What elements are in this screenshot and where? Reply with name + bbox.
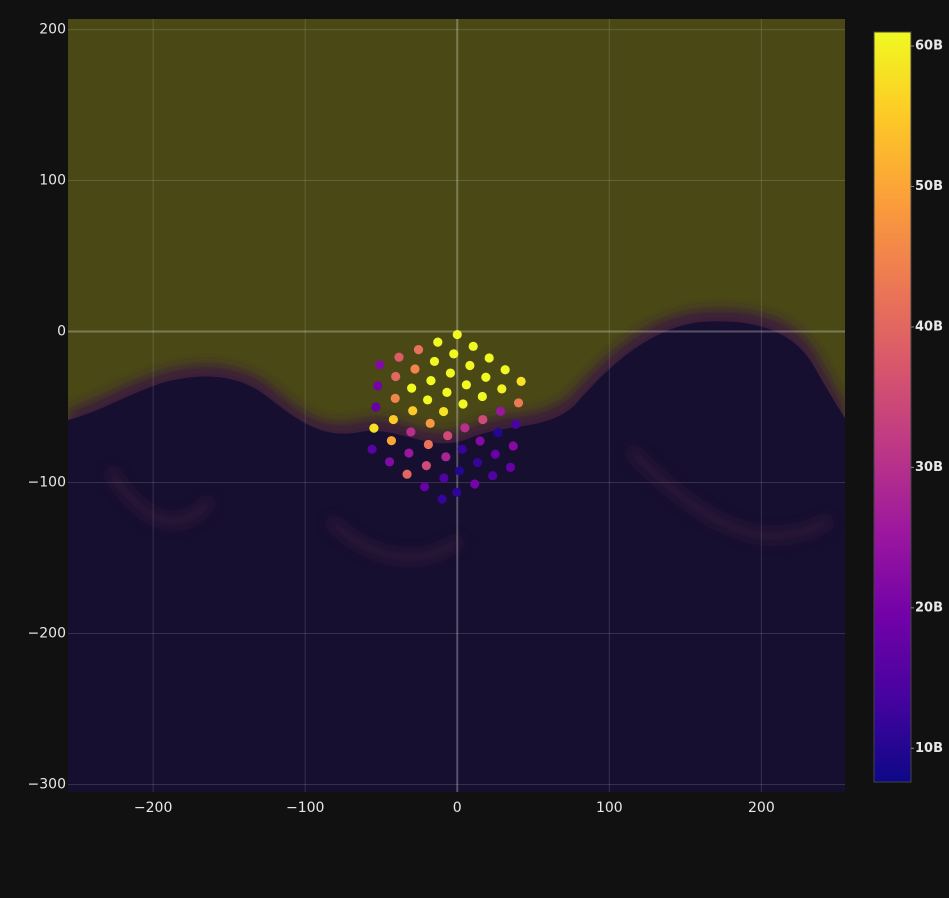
x-tick-label: 100 <box>596 800 623 816</box>
x-tick-label: 0 <box>453 800 462 816</box>
scatter-point <box>371 402 381 412</box>
scatter-point <box>438 406 449 417</box>
scatter-point <box>475 436 485 446</box>
scatter-point <box>386 436 397 446</box>
scatter-point <box>516 376 526 386</box>
axis-labels: −200 −100 0 100 200 −300 −200 −100 0 100 200 <box>28 22 775 816</box>
colorbar-tick-label: 40B <box>915 319 943 334</box>
colorbar-tick-label: 30B <box>915 460 943 475</box>
scatter-point <box>513 398 524 408</box>
scatter-point <box>413 345 424 355</box>
x-tick-label: −200 <box>134 800 172 816</box>
scatter-point <box>488 471 498 481</box>
scatter-point <box>421 460 431 471</box>
scatter-point <box>454 466 465 476</box>
scatter-point <box>443 431 453 441</box>
y-tick-label: −300 <box>28 776 66 792</box>
scatter-point <box>445 368 456 378</box>
x-tick-label: 200 <box>748 800 775 816</box>
scatter-point <box>452 329 462 340</box>
scatter-point <box>419 482 430 492</box>
grid <box>68 19 845 792</box>
scatter-point <box>433 337 443 347</box>
scatter-point <box>367 444 377 454</box>
scatter-point <box>442 387 452 397</box>
scatter-point <box>495 406 506 416</box>
scatter-point <box>468 341 478 351</box>
scatter-point <box>373 381 383 391</box>
colorbar-gradient <box>873 31 912 783</box>
y-tick-label: −200 <box>28 625 66 641</box>
scatter-point <box>406 427 416 437</box>
scatter-points <box>367 329 526 504</box>
scatter-point <box>465 360 475 371</box>
scatter-point <box>457 444 467 454</box>
scatter-point <box>441 452 451 462</box>
scatter-point <box>437 494 447 504</box>
colorbar-tick-label: 50B <box>915 179 943 194</box>
scatter-point <box>425 418 435 428</box>
scatter-point <box>426 375 436 386</box>
scatter-point <box>408 406 418 416</box>
scatter-point <box>493 428 503 438</box>
scatter-point <box>490 449 500 459</box>
scatter-point <box>458 399 468 409</box>
scatter-point <box>481 372 491 382</box>
scatter-point <box>497 384 507 394</box>
colorbar: 10B 20B 30B 40B 50B 60B <box>873 31 943 783</box>
scatter-point <box>511 419 521 429</box>
scatter-point <box>472 457 483 468</box>
scatter-point <box>390 393 400 404</box>
scatter-point <box>484 353 494 363</box>
scatter-point <box>384 457 395 467</box>
scatter-point <box>404 448 414 458</box>
x-tick-label: −100 <box>286 800 324 816</box>
scatter-point <box>477 391 487 402</box>
colorbar-tick-label: 60B <box>915 39 943 54</box>
scatter-point <box>423 395 433 405</box>
scatter-point <box>505 462 516 473</box>
colorbar-tick-label: 20B <box>915 600 943 615</box>
scatter-point <box>391 371 401 382</box>
scatter-point <box>410 364 420 374</box>
scatter-point <box>500 365 510 375</box>
scatter-point <box>461 380 471 390</box>
scatter-point <box>402 469 412 479</box>
scatter-point <box>470 479 480 489</box>
scatter-point <box>388 414 398 425</box>
scatter-point <box>478 414 488 425</box>
colorbar-tick-label: 10B <box>915 741 943 756</box>
y-tick-label: 0 <box>57 324 66 340</box>
scatter-point <box>407 383 417 393</box>
scatter-point <box>429 356 440 367</box>
y-tick-label: 100 <box>39 173 66 189</box>
scatter-point <box>423 439 433 450</box>
field-background <box>68 19 845 792</box>
scatter-point <box>369 423 379 433</box>
scatter-point <box>452 487 462 497</box>
scatter-point <box>449 349 459 359</box>
scatter-point <box>375 360 385 370</box>
scatter-point <box>508 441 518 451</box>
y-tick-label: −100 <box>28 474 66 490</box>
y-tick-label: 200 <box>39 22 66 38</box>
scatter-point <box>394 352 404 362</box>
scatter-point <box>439 473 449 483</box>
scatter-point <box>460 423 470 433</box>
